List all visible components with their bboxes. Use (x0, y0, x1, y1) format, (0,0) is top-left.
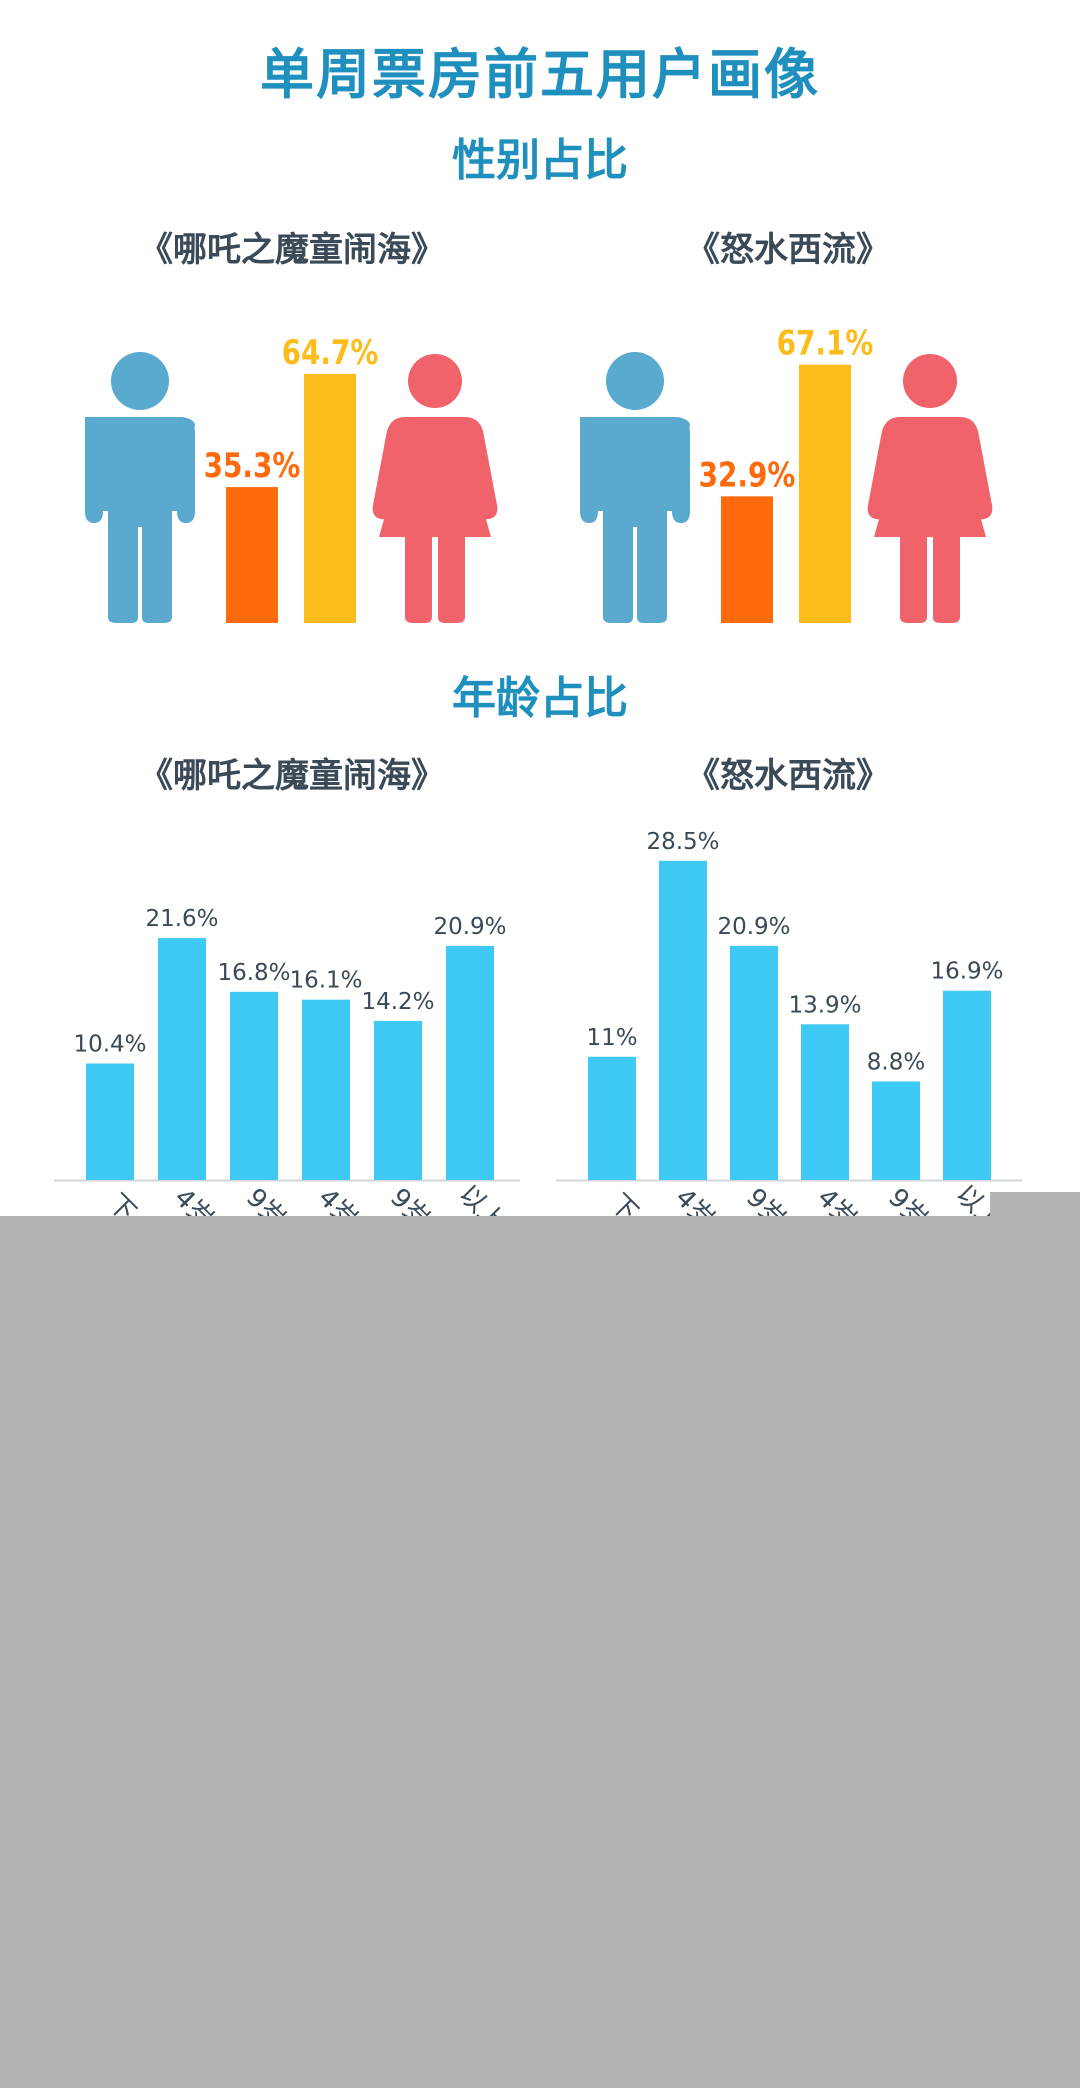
age-bar (801, 1024, 849, 1180)
age-section-title: 年龄占比 (452, 673, 628, 724)
female-figure-icon (867, 354, 993, 623)
bar-value-label: 16.1% (289, 968, 362, 994)
category-tick-label: 9岁 (882, 1183, 933, 1216)
age-bar (588, 1056, 636, 1180)
category-tick-label: 9岁 (384, 1183, 435, 1216)
female-share-bar (304, 373, 356, 623)
female-figure-icon (372, 354, 498, 623)
age-bar (730, 945, 778, 1180)
category-tick-label: 下 (604, 1189, 644, 1216)
bar-value-label: 20.9% (433, 914, 506, 940)
bar-value-label: 8.8% (867, 1049, 925, 1075)
bar-value-label: 10.4% (73, 1032, 146, 1058)
category-tick-label: 9岁 (740, 1183, 791, 1216)
male-figure-icon (580, 352, 690, 623)
age-bar (158, 938, 206, 1180)
age-bar (230, 991, 278, 1180)
bar-value-label: 28.5% (646, 829, 719, 855)
age-bar (659, 860, 707, 1180)
category-tick-label: 4岁 (312, 1183, 363, 1216)
category-tick-label: 9岁 (240, 1183, 291, 1216)
age-bar (872, 1081, 920, 1180)
bar-value-label: 32.9% (699, 456, 796, 495)
page-title: 单周票房前五用户画像 (260, 43, 820, 106)
bar-value-label: 13.9% (788, 992, 861, 1018)
category-tick-label: 4岁 (811, 1183, 862, 1216)
category-tick-label: 4岁 (669, 1183, 720, 1216)
age-chart-2-title: 《怒水西流》 (686, 756, 890, 796)
gray-overlay (0, 1216, 1080, 2088)
gender-section-title: 性别占比 (452, 135, 628, 186)
age-bar (446, 945, 494, 1180)
gender-chart-1-title: 《哪吒之魔童闹海》 (139, 230, 445, 270)
age-charts: 10.4% 下 21.6% 4岁 16.8% 9岁 16.1% 4岁 14.2% 9岁 20.9% 以… (54, 829, 1022, 1216)
age-bar (374, 1020, 422, 1180)
age-chart-naza: 10.4% 下 21.6% 4岁 16.8% 9岁 16.1% 4岁 14.2% 9岁 20.9% 以… (54, 906, 520, 1216)
gender-chart-naza: 35.3% 64.7% (85, 333, 498, 623)
category-tick-label: 4岁 (168, 1183, 219, 1216)
gender-chart-nushui: 32.9% 67.1% (580, 324, 993, 623)
bar-value-label: 21.6% (145, 906, 218, 932)
gender-chart-2-title: 《怒水西流》 (686, 230, 890, 270)
category-tick-label: 下 (102, 1189, 142, 1216)
male-share-bar (721, 496, 773, 623)
age-bar (86, 1063, 134, 1180)
age-bar (302, 999, 350, 1180)
bar-value-label: 16.8% (217, 960, 290, 986)
age-chart-1-title: 《哪吒之魔童闹海》 (139, 756, 445, 796)
bar-value-label: 16.9% (930, 959, 1003, 985)
category-tick-label: 以上 (453, 1179, 511, 1216)
bar-value-label: 14.2% (361, 989, 434, 1015)
bar-value-label: 11% (586, 1025, 637, 1051)
bar-value-label: 67.1% (777, 324, 874, 363)
bar-value-label: 20.9% (717, 914, 790, 940)
gender-charts: 35.3% 64.7% 32.9% 67.1% (85, 324, 993, 623)
male-figure-icon (85, 352, 195, 623)
male-share-bar (226, 487, 278, 623)
bar-value-label: 35.3% (204, 446, 301, 485)
age-bar (943, 990, 991, 1180)
female-share-bar (799, 364, 851, 623)
bar-value-label: 64.7% (282, 333, 379, 372)
